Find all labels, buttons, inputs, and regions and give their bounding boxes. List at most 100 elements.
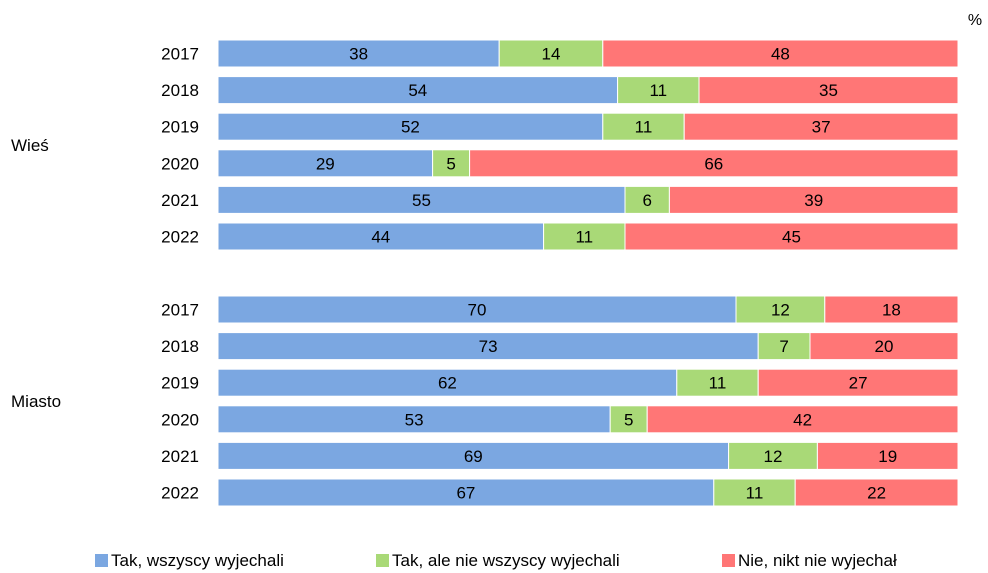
bar-segment-tak-wszyscy (217, 478, 715, 507)
data-label: 39 (804, 191, 823, 210)
bar-row: 2019 62 11 27 (161, 368, 959, 397)
legend: Tak, wszyscy wyjechali Tak, ale nie wszys… (95, 551, 897, 570)
data-label: 27 (849, 374, 868, 393)
year-tick-label: 2021 (161, 447, 199, 466)
data-label: 6 (642, 191, 651, 210)
bar-segment-nie (624, 222, 959, 251)
data-label: 7 (779, 337, 788, 356)
data-label: 5 (446, 154, 455, 173)
data-label: 70 (468, 301, 487, 320)
bar-segment-tak-nie-wszyscy (543, 222, 626, 251)
data-label: 22 (867, 484, 886, 503)
bar-segment-tak-wszyscy (217, 185, 626, 214)
bar-segment-tak-wszyscy (217, 332, 759, 361)
data-label: 14 (542, 45, 561, 64)
data-label: 69 (464, 447, 483, 466)
group-miasto: Miasto 2017 70 12 18 2018 73 7 20 2019 62 11 27 2020 5… (11, 295, 959, 507)
data-label: 44 (371, 228, 390, 247)
data-label: 62 (438, 374, 457, 393)
bar-segment-tak-nie-wszyscy (713, 478, 796, 507)
year-tick-label: 2020 (161, 154, 199, 173)
year-tick-label: 2019 (161, 374, 199, 393)
data-label: 29 (316, 154, 335, 173)
data-label: 45 (782, 228, 801, 247)
bar-segment-tak-wszyscy (217, 405, 611, 434)
year-tick-label: 2022 (161, 228, 199, 247)
data-label: 48 (771, 45, 790, 64)
year-tick-label: 2017 (161, 45, 199, 64)
group-label: Wieś (11, 136, 49, 155)
legend-swatch (376, 554, 389, 567)
data-label: 66 (704, 154, 723, 173)
unit-label: % (968, 12, 982, 29)
bar-segment-tak-nie-wszyscy (617, 76, 700, 105)
bar-segment-tak-wszyscy (217, 149, 434, 178)
bar-segment-tak-wszyscy (217, 112, 604, 141)
year-tick-label: 2018 (161, 337, 199, 356)
bar-row: 2022 67 11 22 (161, 478, 959, 507)
legend-label: Tak, ale nie wszyscy wyjechali (392, 551, 620, 570)
data-label: 54 (408, 81, 427, 100)
bar-segment-tak-nie-wszyscy (498, 39, 604, 68)
bar-segment-nie (757, 368, 959, 397)
bar-segment-tak-nie-wszyscy (735, 295, 826, 324)
bar-segment-nie (469, 149, 959, 178)
data-label: 11 (649, 81, 667, 100)
bar-segment-tak-nie-wszyscy (624, 185, 670, 214)
data-label: 73 (479, 337, 498, 356)
year-tick-label: 2017 (161, 301, 199, 320)
data-label: 67 (456, 484, 475, 503)
legend-item-nie: Nie, nikt nie wyjechał (722, 551, 897, 570)
bar-segment-tak-wszyscy (217, 295, 737, 324)
legend-label: Tak, wszyscy wyjechali (111, 551, 284, 570)
bar-segment-nie (809, 332, 959, 361)
bar-row: 2022 44 11 45 (161, 222, 959, 251)
legend-swatch (722, 554, 735, 567)
data-label: 55 (412, 191, 431, 210)
bar-segment-nie (794, 478, 959, 507)
group-wies: Wieś 2017 38 14 48 2018 54 11 35 2019 52 11 37 2020 29… (11, 39, 959, 251)
legend-swatch (95, 554, 108, 567)
legend-label: Nie, nikt nie wyjechał (738, 551, 897, 570)
data-label: 53 (405, 410, 424, 429)
year-tick-label: 2020 (161, 410, 199, 429)
bar-row: 2020 29 5 66 (161, 149, 959, 178)
bar-segment-nie (668, 185, 959, 214)
data-label: 12 (764, 447, 783, 466)
bar-segment-tak-wszyscy (217, 39, 500, 68)
data-label: 38 (349, 45, 368, 64)
bar-row: 2020 53 5 42 (161, 405, 959, 434)
data-label: 5 (624, 410, 633, 429)
year-tick-label: 2018 (161, 81, 199, 100)
data-label: 11 (635, 118, 653, 137)
bar-segment-tak-nie-wszyscy (609, 405, 648, 434)
bar-row: 2018 73 7 20 (161, 332, 959, 361)
bar-segment-nie (824, 295, 959, 324)
bar-segment-tak-nie-wszyscy (757, 332, 811, 361)
year-tick-label: 2022 (161, 484, 199, 503)
bar-segment-nie (683, 112, 959, 141)
data-label: 52 (401, 118, 420, 137)
bar-segment-nie (816, 441, 959, 470)
bar-segment-nie (646, 405, 959, 434)
data-label: 11 (709, 374, 727, 393)
legend-item-tak-nie-wszyscy: Tak, ale nie wszyscy wyjechali (376, 551, 620, 570)
data-label: 11 (575, 228, 593, 247)
bar-segment-tak-nie-wszyscy (602, 112, 685, 141)
data-label: 11 (746, 484, 764, 503)
data-label: 35 (819, 81, 838, 100)
bar-segment-nie (602, 39, 959, 68)
year-tick-label: 2021 (161, 191, 199, 210)
bar-segment-tak-wszyscy (217, 441, 730, 470)
data-label: 18 (882, 301, 901, 320)
data-label: 20 (875, 337, 894, 356)
bar-row: 2017 70 12 18 (161, 295, 959, 324)
data-label: 37 (812, 118, 831, 137)
bar-row: 2021 55 6 39 (161, 185, 959, 214)
bar-row: 2018 54 11 35 (161, 76, 959, 105)
bar-segment-nie (698, 76, 959, 105)
bar-row: 2021 69 12 19 (161, 441, 959, 470)
data-label: 12 (771, 301, 790, 320)
